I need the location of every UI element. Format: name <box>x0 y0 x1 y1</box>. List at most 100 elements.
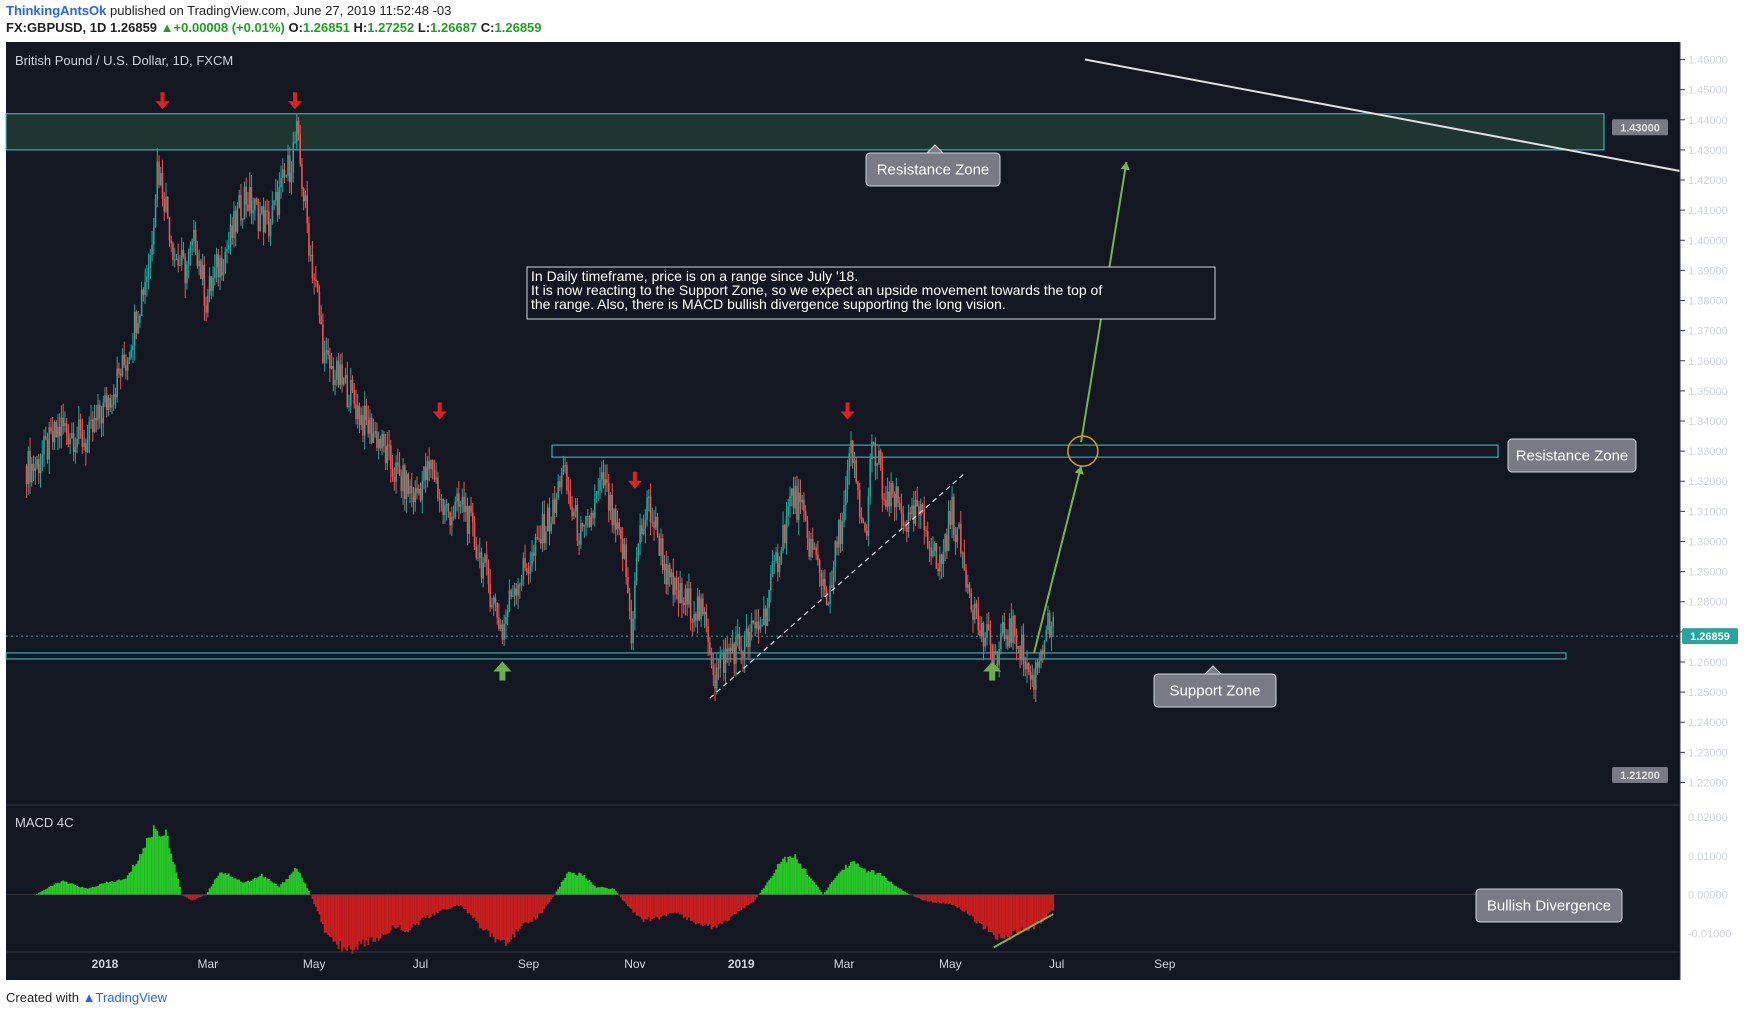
macd-bar <box>93 887 96 895</box>
candle-body <box>848 453 851 471</box>
candle-body <box>205 305 207 313</box>
candle-body <box>416 487 418 494</box>
macd-bar <box>484 894 486 930</box>
macd-bar <box>951 894 953 905</box>
chart-title: British Pound / U.S. Dollar, 1D, FXCM <box>15 53 233 68</box>
candle-body <box>860 516 863 520</box>
macd-bar <box>346 894 349 951</box>
candle-body <box>362 414 364 436</box>
candle-body <box>545 531 547 544</box>
macd-bar <box>213 879 216 895</box>
macd-bar <box>351 894 354 954</box>
candle-body <box>369 417 371 434</box>
candle-body <box>797 492 800 521</box>
candle-body <box>576 505 579 541</box>
macd-bar <box>288 875 291 895</box>
candle-body <box>1029 672 1032 680</box>
macd-bar <box>508 894 511 942</box>
candle-body <box>447 504 450 512</box>
candle-body <box>112 394 115 405</box>
macd-bar <box>810 878 812 895</box>
time-tick-label: May <box>939 957 962 971</box>
target-price-badge-bg <box>1612 119 1668 136</box>
candle-body <box>538 538 540 540</box>
macd-bar <box>613 888 615 895</box>
macd-bar <box>993 894 995 936</box>
macd-bar <box>585 878 587 895</box>
macd-bar <box>862 868 865 895</box>
candle-body <box>611 495 614 526</box>
candle-body <box>778 563 781 573</box>
candle-body <box>609 495 612 511</box>
candle-body <box>743 635 746 658</box>
macd-bar <box>966 894 969 915</box>
macd-bar <box>932 894 934 903</box>
macd-bar <box>914 894 917 898</box>
candle-body <box>616 522 619 530</box>
candle-body <box>1010 618 1013 643</box>
macd-bar <box>342 894 345 948</box>
price-candles <box>25 113 1054 703</box>
macd-bar <box>611 888 614 895</box>
candle-body <box>836 541 838 548</box>
macd-bar <box>140 854 143 895</box>
macd-bar <box>674 894 676 913</box>
macd-bar <box>564 877 567 895</box>
macd-bar <box>670 894 673 914</box>
macd-bar <box>102 883 105 895</box>
candle-body <box>771 561 774 575</box>
macd-bar <box>98 884 101 895</box>
candle-body <box>811 539 814 550</box>
macd-bar <box>736 894 739 912</box>
candle-body <box>912 505 915 524</box>
macd-bar <box>173 864 176 895</box>
candle-body <box>456 493 458 502</box>
macd-bar <box>147 837 150 895</box>
candle-body <box>1012 615 1014 643</box>
macd-bar <box>879 873 882 895</box>
green-up-arrow-icon <box>493 661 512 681</box>
macd-bar <box>647 894 650 917</box>
author-link[interactable]: ThinkingAntsOk <box>6 3 107 18</box>
macd-bar <box>773 873 776 895</box>
candle-body <box>346 375 349 408</box>
macd-bar <box>306 887 309 895</box>
macd-bar <box>766 882 769 895</box>
candle-body <box>62 417 64 427</box>
candle-body <box>154 198 157 228</box>
candle-body <box>165 196 167 212</box>
macd-bar <box>921 894 924 901</box>
macd-bar <box>260 873 263 895</box>
candle-body <box>628 593 631 612</box>
candle-body <box>599 479 601 491</box>
candle-body <box>740 649 742 652</box>
macd-bar <box>707 894 709 927</box>
candle-body <box>280 177 282 188</box>
macd-bar <box>945 894 948 904</box>
candle-body <box>925 530 927 532</box>
macd-bar <box>278 887 281 895</box>
macd-bar <box>579 873 582 895</box>
candle-body <box>1022 634 1025 662</box>
footer-brand[interactable]: TradingView <box>95 990 168 1005</box>
macd-bar <box>750 894 753 903</box>
macd-bar <box>95 886 98 895</box>
candle-body <box>506 611 509 618</box>
price-change: +0.00008 (+0.01%) <box>173 20 285 35</box>
candle-body <box>634 581 636 619</box>
candle-body <box>649 496 652 523</box>
macd-bar <box>855 863 858 895</box>
macd-bar <box>247 880 249 895</box>
macd-bar <box>963 894 966 912</box>
candle-body <box>227 245 230 250</box>
candle-body <box>735 637 737 664</box>
candle-body <box>421 481 424 501</box>
candle-body <box>381 434 383 449</box>
candle-body <box>498 617 500 629</box>
resistance-zone-mid <box>551 444 1499 458</box>
macd-bar <box>182 894 185 896</box>
candle-body <box>1017 646 1020 649</box>
macd-bar <box>539 894 542 914</box>
macd-bar <box>1036 894 1039 923</box>
